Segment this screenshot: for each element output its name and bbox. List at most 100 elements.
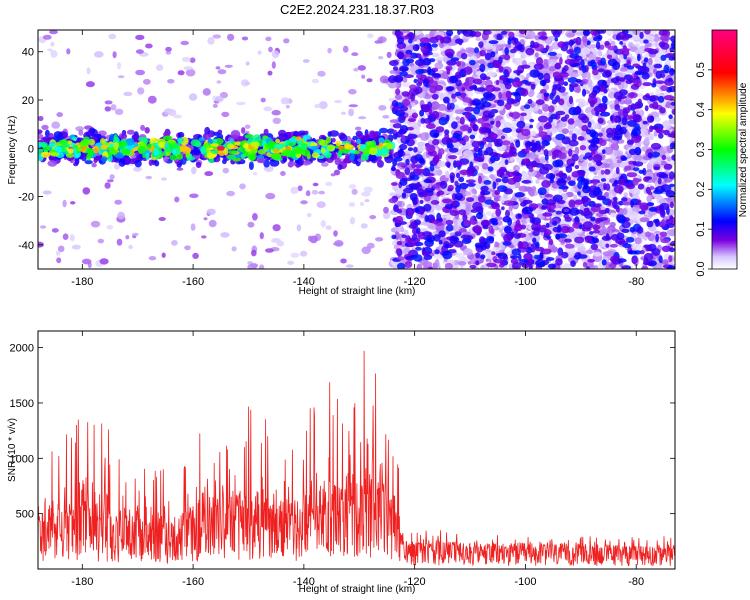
heatmap-cell <box>581 178 590 186</box>
heatmap-cell <box>622 109 629 118</box>
heatmap-cell <box>566 49 575 55</box>
heatmap-cell <box>272 117 281 125</box>
heatmap-cell <box>319 139 329 147</box>
heatmap-cell <box>327 131 332 138</box>
heatmap-cell <box>642 120 648 125</box>
heatmap-cell <box>526 30 536 40</box>
heatmap-cell <box>228 145 239 150</box>
heatmap-cell <box>401 234 408 239</box>
heatmap-cell <box>407 209 413 218</box>
heatmap-cell <box>525 144 531 149</box>
heatmap-cell <box>614 117 619 123</box>
heatmap-cell <box>577 191 581 196</box>
heatmap-cell <box>608 263 617 269</box>
heatmap-cell <box>616 232 625 240</box>
heatmap-cell <box>401 91 410 97</box>
heatmap-cell <box>308 235 313 242</box>
heatmap-cell <box>626 132 631 141</box>
heatmap-cell <box>502 241 512 246</box>
heatmap-cell <box>248 161 254 170</box>
heatmap-cell <box>533 63 544 70</box>
heatmap-cell <box>455 116 461 121</box>
heatmap-cell <box>182 56 191 63</box>
heatmap-cell <box>563 208 570 213</box>
heatmap-cell <box>519 30 527 35</box>
heatmap-cell <box>439 42 445 49</box>
heatmap-cell <box>529 118 535 123</box>
heatmap-cell <box>430 200 440 205</box>
heatmap-cell <box>431 195 440 202</box>
heatmap-cell <box>563 81 569 86</box>
heatmap-cell <box>171 240 178 246</box>
heatmap-cell <box>253 134 261 142</box>
heatmap-cell <box>559 57 563 65</box>
heatmap-cell <box>429 58 436 63</box>
heatmap-cell <box>487 112 495 118</box>
heatmap-cell <box>626 172 638 178</box>
heatmap-cell <box>607 225 616 234</box>
heatmap-cell <box>407 147 414 152</box>
heatmap-cell <box>396 162 407 167</box>
heatmap-cell <box>47 160 58 167</box>
heatmap-cell <box>293 130 299 137</box>
heatmap-cell <box>316 201 326 209</box>
heatmap-cell <box>351 188 358 195</box>
heatmap-cell <box>195 161 202 168</box>
heatmap-cell <box>259 232 264 240</box>
heatmap-cell <box>176 167 184 171</box>
heatmap-cell <box>224 64 233 68</box>
heatmap-cell <box>417 144 426 152</box>
heatmap-cell <box>557 122 567 128</box>
heatmap-cell <box>47 48 53 52</box>
heatmap-cell <box>535 99 545 105</box>
heatmap-cell <box>162 135 173 141</box>
heatmap-cell <box>422 261 433 267</box>
heatmap-cell <box>622 208 628 215</box>
heatmap-cell <box>548 105 555 113</box>
heatmap-cell <box>517 241 524 250</box>
heatmap-cell <box>604 169 611 175</box>
heatmap-cell <box>42 190 52 195</box>
heatmap-cell <box>630 83 640 90</box>
heatmap-cell <box>637 199 642 206</box>
heatmap-cell <box>153 149 159 157</box>
heatmap-cell <box>106 179 114 183</box>
heatmap-cell <box>587 258 595 263</box>
heatmap-cell <box>267 70 273 76</box>
heatmap-cell <box>578 224 583 230</box>
heatmap-cell <box>461 52 468 60</box>
heatmap-cell <box>621 228 630 233</box>
heatmap-cell <box>113 142 120 150</box>
heatmap-cell <box>628 188 638 194</box>
heatmap-cell <box>566 32 576 38</box>
heatmap-cell <box>504 81 512 90</box>
heatmap-cell <box>462 248 473 256</box>
heatmap-cell <box>368 153 377 162</box>
heatmap-cell <box>573 194 578 200</box>
heatmap-cell <box>258 264 265 269</box>
heatmap-cell <box>145 175 153 180</box>
heatmap-cell <box>543 72 551 82</box>
heatmap-cell <box>530 83 536 90</box>
heatmap-cell <box>245 61 250 66</box>
heatmap-cell <box>204 171 214 177</box>
heatmap-cell <box>522 206 533 215</box>
heatmap-cell <box>603 146 614 155</box>
heatmap-cell <box>438 230 446 238</box>
heatmap-cell <box>165 46 172 53</box>
heatmap-cell <box>558 185 569 190</box>
heatmap-cell <box>256 155 265 159</box>
heatmap-cell <box>71 136 78 141</box>
heatmap-cell <box>120 148 131 155</box>
heatmap-cell <box>145 43 153 49</box>
heatmap-cell <box>411 233 418 240</box>
heatmap-cell <box>531 247 535 253</box>
heatmap-cell <box>56 112 63 118</box>
heatmap-cell <box>498 91 502 100</box>
heatmap-cell <box>510 111 521 119</box>
heatmap-cell <box>93 155 104 161</box>
heatmap-cell <box>529 69 540 78</box>
heatmap-cell <box>411 162 416 169</box>
heatmap-cell <box>419 109 425 117</box>
heatmap-cell <box>494 241 499 249</box>
